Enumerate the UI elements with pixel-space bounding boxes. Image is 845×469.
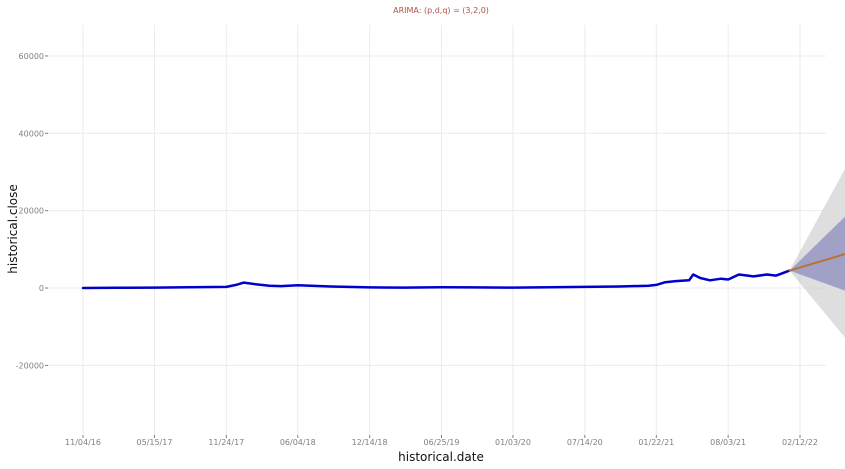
y-tick-label: 20000 bbox=[19, 207, 44, 216]
confidence-band-inner bbox=[789, 216, 845, 291]
x-tick-label: 01/03/20 bbox=[495, 438, 531, 447]
chart-title: ARIMA: (p,d,q) = (3,2,0) bbox=[393, 6, 489, 15]
x-tick-label: 07/14/20 bbox=[567, 438, 603, 447]
x-tick-label: 12/14/18 bbox=[352, 438, 388, 447]
forecast-series-line bbox=[788, 253, 845, 272]
x-tick-label: 02/12/22 bbox=[782, 438, 818, 447]
confidence-bands bbox=[789, 168, 845, 338]
y-tick-label: 40000 bbox=[19, 129, 44, 138]
series-lines bbox=[81, 253, 845, 290]
x-axis-label: historical.date bbox=[398, 450, 484, 464]
y-tick-label: 0 bbox=[39, 284, 44, 293]
y-axis-label: historical.close bbox=[6, 184, 20, 274]
x-tick-label: 08/03/21 bbox=[710, 438, 746, 447]
y-tick-label: -20000 bbox=[16, 361, 44, 370]
historical-series-line bbox=[81, 269, 791, 290]
y-tick-label: 60000 bbox=[19, 52, 44, 61]
x-axis-ticks: 11/04/16 05/15/17 11/24/17 06/04/18 12/14/18… bbox=[65, 435, 818, 447]
grid bbox=[48, 25, 826, 435]
x-tick-label: 06/25/19 bbox=[424, 438, 460, 447]
y-axis-ticks: -20000 0 20000 40000 60000 bbox=[16, 52, 48, 370]
x-tick-label: 01/22/21 bbox=[638, 438, 674, 447]
x-tick-label: 11/24/17 bbox=[208, 438, 244, 447]
x-tick-label: 11/04/16 bbox=[65, 438, 101, 447]
x-tick-label: 05/15/17 bbox=[137, 438, 173, 447]
x-tick-label: 06/04/18 bbox=[280, 438, 316, 447]
